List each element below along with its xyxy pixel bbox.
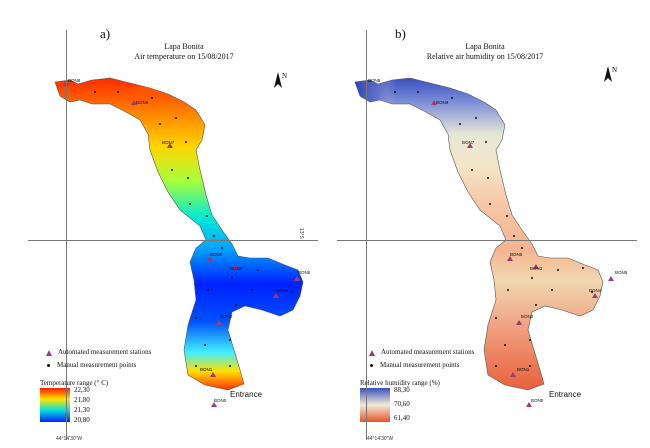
range-title: Relative humidity range (%) [360, 379, 440, 387]
dot-marker-icon [47, 364, 50, 367]
station-label: BON2 [220, 314, 233, 319]
latitude-label: 13°S [298, 228, 304, 239]
station-label: BON0 [214, 398, 227, 403]
warm-zone [55, 78, 205, 150]
panel-label: a) [100, 26, 111, 41]
parallel-line [337, 240, 637, 241]
north-arrow-icon: N [604, 66, 617, 82]
station-label: BON4 [276, 288, 289, 293]
station-label: BON6 [510, 252, 523, 257]
north-arrow-icon: N [274, 72, 287, 88]
station-label: BON1 [517, 367, 530, 372]
cave-outline [354, 77, 604, 391]
range-title: Temperature range (° C) [40, 379, 109, 387]
triangle-marker-icon [369, 349, 375, 356]
dot-marker-icon [370, 364, 373, 367]
svg-text:N: N [282, 72, 287, 80]
map-title: Lapa Bonita Relative air humidity on 15/… [426, 42, 544, 61]
panel-humidity: N b) Lapa Bonita Relative air humidity o… [325, 0, 650, 448]
manual-points [394, 91, 593, 367]
station-label: BON0 [531, 398, 544, 403]
temperature-color-ramp [40, 388, 70, 422]
longitude-label: 44°14'30"W [367, 436, 394, 442]
station-label: BON7 [162, 140, 175, 145]
svg-text:N: N [612, 66, 617, 74]
station-label: BON9 [136, 100, 149, 105]
manual-points [94, 91, 293, 367]
range-value: 70,60 [394, 400, 410, 408]
humidity-color-ramp [360, 388, 390, 422]
entrance-label: Entrance [549, 390, 582, 399]
range-value: 20,80 [74, 416, 90, 424]
humid-zone [355, 78, 445, 112]
station-label: BON3 [230, 266, 243, 271]
station-label: BON9 [436, 100, 449, 105]
range-value: 21,80 [74, 396, 90, 404]
station-label: BON5 [298, 270, 311, 275]
station-label: BON4 [589, 288, 602, 293]
map-legend: Automated measurement stations Manual me… [369, 348, 474, 374]
station-label: BON6 [210, 252, 223, 257]
meridian-line [366, 30, 367, 440]
panel-label: b) [395, 26, 406, 41]
station-label: BON7 [462, 140, 475, 145]
map-legend: Automated measurement stations Manual me… [46, 348, 151, 374]
station-label: BON2 [521, 314, 534, 319]
temperature-map: N [40, 72, 304, 422]
entrance-label: Entrance [230, 390, 263, 399]
humidity-map: N [354, 66, 617, 422]
station-label: BON3 [530, 266, 543, 271]
longitude-label: 44°14'30"W [56, 436, 83, 442]
automated-stations [63, 81, 300, 407]
station-label: BON1 [200, 367, 213, 372]
station-label: BON8 [368, 78, 381, 83]
map-title: Lapa Bonita Air temperature on 15/08/201… [134, 42, 234, 61]
station-label: BON5 [615, 270, 628, 275]
panel-temperature: N a) Lapa Bonita Air temperature on 15/0… [28, 26, 318, 442]
triangle-marker-icon [46, 349, 52, 356]
automated-stations [363, 81, 614, 407]
station-label: BON8 [68, 78, 81, 83]
range-value: 21,30 [74, 406, 90, 414]
range-value: 22,30 [74, 386, 90, 394]
range-value: 88,30 [394, 386, 410, 394]
range-value: 61,40 [394, 414, 410, 422]
meridian-line [66, 30, 67, 440]
parallel-line [28, 240, 318, 241]
